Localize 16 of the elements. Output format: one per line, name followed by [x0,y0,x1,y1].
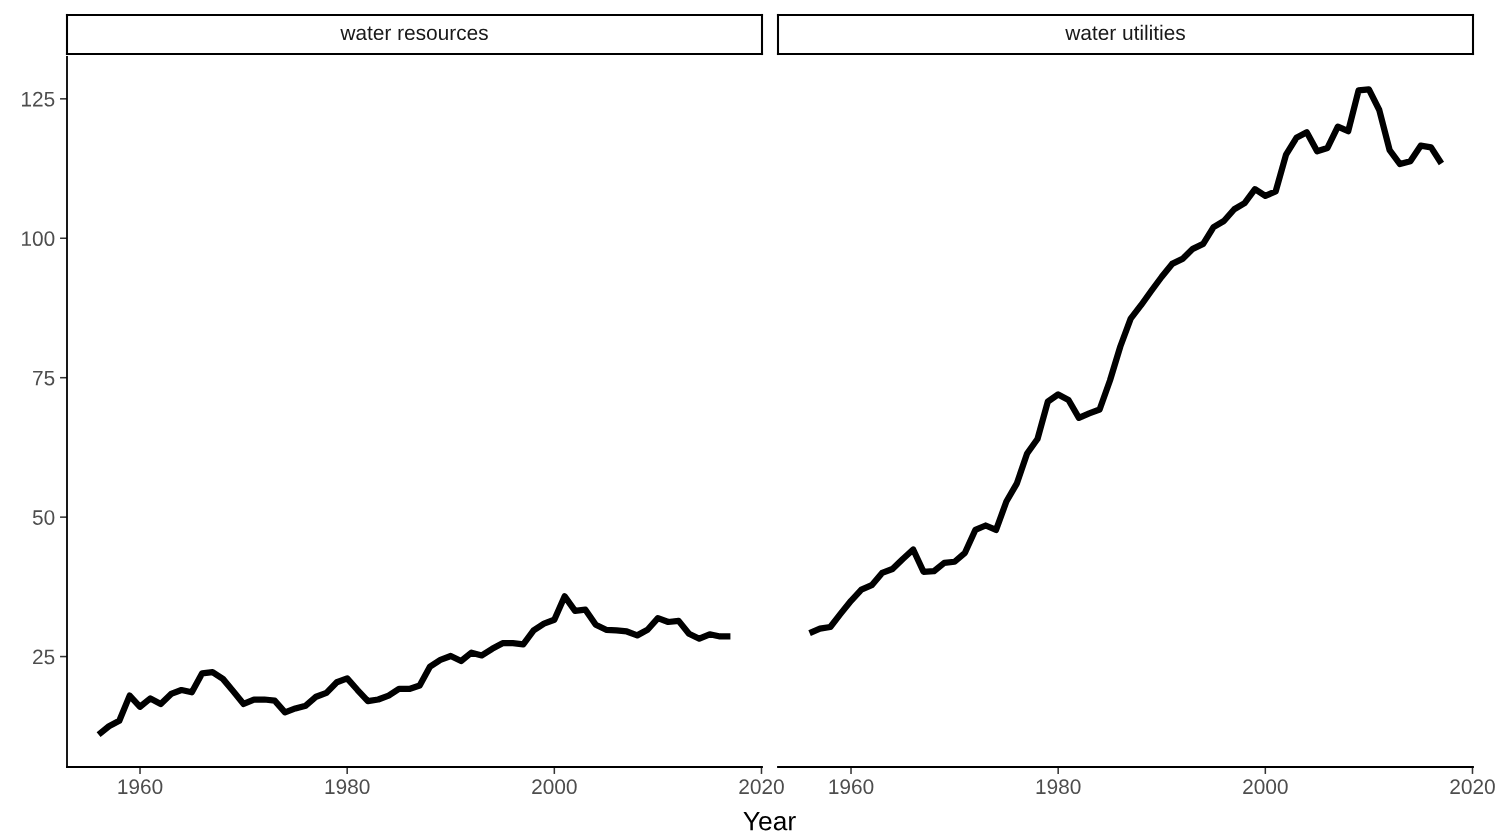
x-tick-label: 2020 [739,779,784,795]
x-tick-label: 2000 [1243,779,1288,795]
chart-title: water resources [340,26,488,41]
chart-title: water utilities [1065,24,1185,41]
x-tick-label: 2000 [532,779,577,795]
x-tick-label: 1980 [325,779,370,795]
x-tick-label: 2020 [1450,779,1495,795]
x-tick-label: 1960 [829,779,874,795]
y-tick-label: 125 [22,91,55,107]
x-tick-label: 1960 [118,779,163,795]
y-tick-label: 100 [22,231,55,247]
y-tick-label: 75 [33,370,55,386]
x-axis-title: Year [743,812,796,831]
y-tick-label: 50 [32,510,55,525]
x-tick-label: 1980 [1036,779,1081,795]
y-tick-label: 25 [33,649,55,665]
